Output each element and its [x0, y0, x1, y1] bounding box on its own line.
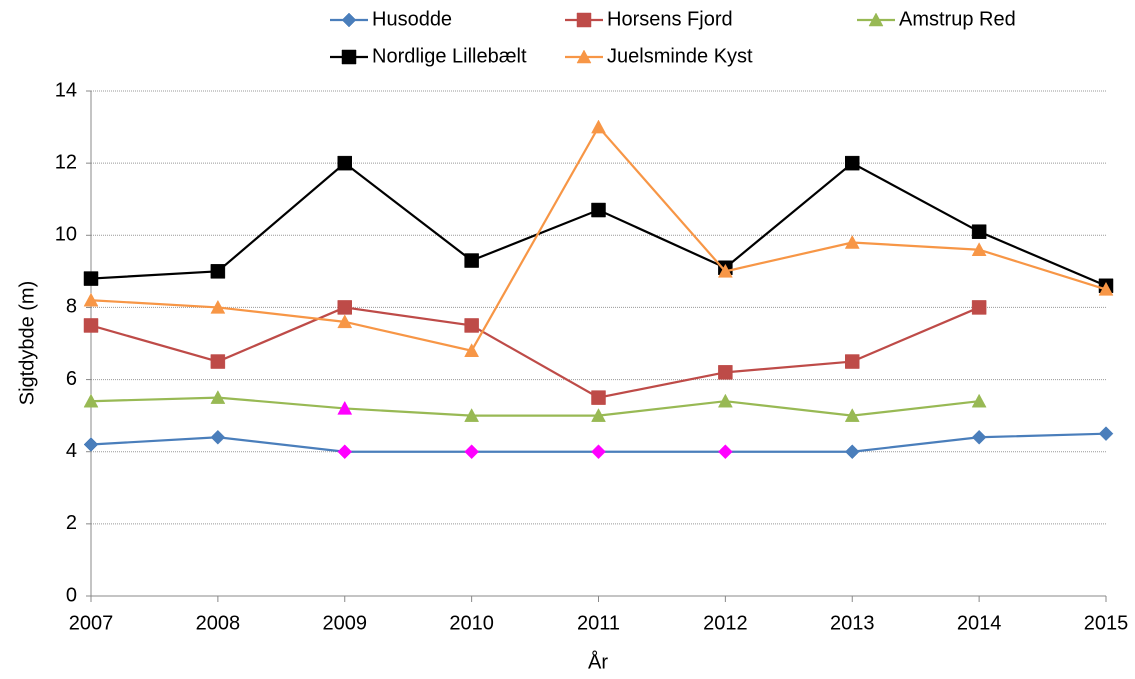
marker: [576, 49, 592, 64]
y-tick-label: 6: [66, 368, 77, 390]
marker: [83, 318, 99, 333]
x-tick-label: 2008: [196, 612, 241, 634]
series-line: [90, 161, 1107, 287]
marker: [868, 12, 884, 27]
marker: [83, 437, 99, 452]
marker: [464, 408, 480, 422]
marker: [971, 393, 987, 408]
y-axis-label: Sigtdybde (m): [16, 281, 38, 406]
marker: [576, 12, 592, 28]
marker: [337, 300, 352, 315]
marker: [341, 12, 357, 28]
marker: [844, 234, 860, 249]
legend-label: Horsens Fjord: [607, 8, 733, 30]
marker: [591, 119, 606, 134]
marker: [210, 299, 226, 314]
marker: [83, 393, 99, 408]
marker: [971, 429, 987, 445]
marker: [210, 354, 226, 369]
marker: [845, 354, 860, 369]
marker: [971, 224, 987, 239]
marker: [591, 444, 606, 460]
x-tick-label: 2013: [830, 612, 875, 634]
y-tick-label: 8: [66, 296, 77, 318]
marker: [844, 444, 860, 460]
marker: [337, 444, 353, 460]
marker: [210, 429, 226, 445]
marker: [717, 393, 733, 408]
marker: [341, 49, 357, 65]
marker: [718, 444, 733, 460]
y-tick-label: 12: [55, 151, 77, 173]
marker: [718, 365, 733, 380]
marker: [337, 400, 353, 415]
x-tick-label: 2010: [449, 612, 494, 634]
series-line: [90, 306, 980, 399]
y-tick-label: 2: [66, 512, 77, 534]
marker: [464, 318, 479, 333]
y-tick-label: 10: [55, 224, 77, 246]
marker: [464, 253, 479, 268]
marker: [845, 155, 860, 171]
marker: [971, 300, 987, 315]
marker: [591, 408, 606, 422]
marker: [210, 390, 226, 404]
marker: [83, 271, 99, 286]
legend-label: Husodde: [372, 8, 452, 30]
y-tick-label: 14: [55, 79, 77, 101]
x-tick-label: 2011: [577, 612, 620, 634]
x-axis-label: År: [588, 650, 608, 673]
marker: [591, 202, 606, 218]
legend-label: Amstrup Red: [899, 8, 1016, 30]
marker: [83, 292, 99, 307]
series-line: [90, 396, 980, 417]
x-tick-label: 2012: [703, 612, 748, 634]
marker: [210, 264, 226, 279]
marker: [591, 390, 606, 405]
marker: [717, 263, 733, 278]
marker: [337, 314, 353, 329]
x-tick-label: 2007: [69, 612, 114, 634]
marker: [337, 155, 352, 171]
marker: [1098, 426, 1114, 442]
y-tick-label: 4: [66, 440, 77, 462]
x-tick-label: 2009: [323, 612, 368, 634]
marker: [464, 444, 479, 460]
marker: [1098, 281, 1114, 296]
x-tick-label: 2014: [957, 612, 1002, 634]
marker: [844, 408, 860, 422]
marker: [971, 242, 987, 256]
marker: [464, 343, 480, 357]
legend-label: Nordlige Lillebælt: [372, 45, 527, 67]
legend-label: Juelsminde Kyst: [607, 45, 753, 67]
y-tick-label: 0: [66, 584, 77, 606]
x-tick-label: 2015: [1084, 612, 1129, 634]
